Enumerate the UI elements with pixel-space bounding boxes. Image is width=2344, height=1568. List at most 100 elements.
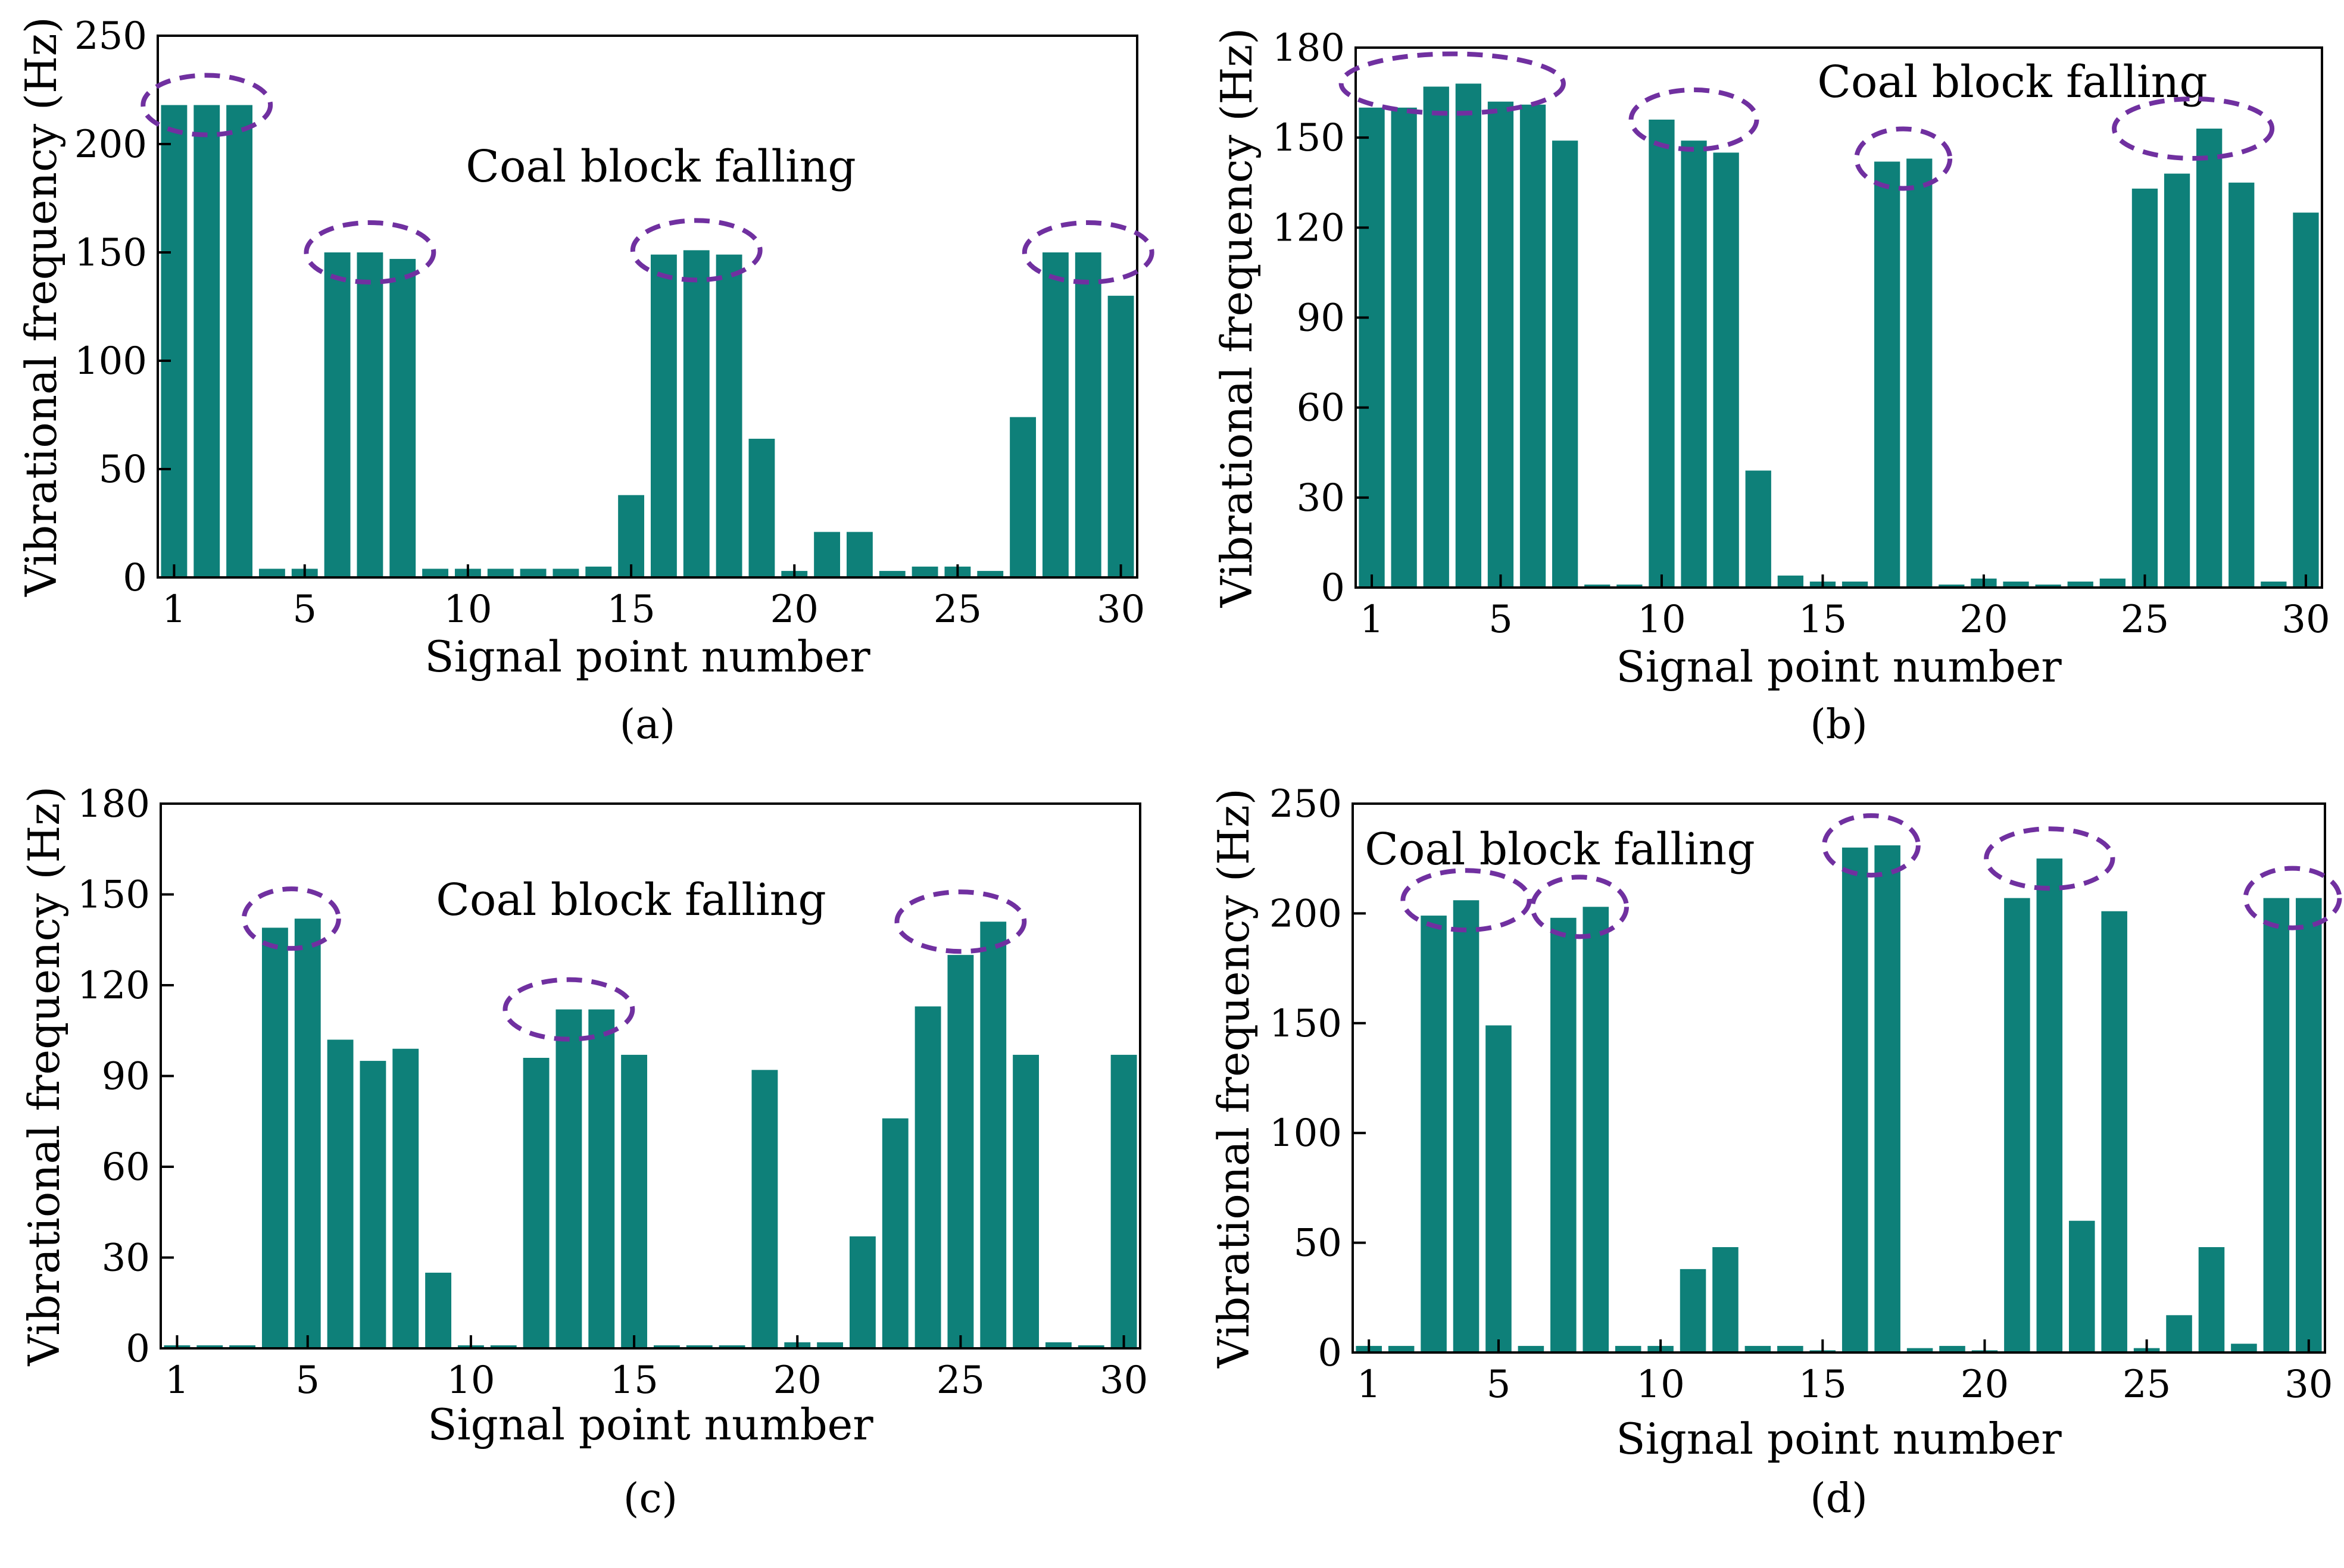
panel-a-bar-29 bbox=[1075, 252, 1101, 577]
panel-b-annotation: Coal block falling bbox=[1817, 57, 2207, 108]
panel-a-ytick-label-50: 50 bbox=[99, 448, 147, 492]
panel-d-bar-14 bbox=[1777, 1345, 1803, 1353]
panel-b-bar-30 bbox=[2293, 213, 2319, 588]
panel-c-xlabel: Signal point number bbox=[427, 1400, 873, 1450]
panel-d-ytick-label-100: 100 bbox=[1269, 1111, 1342, 1155]
panel-d-bar-28 bbox=[2231, 1344, 2257, 1353]
panel-d-bar-18 bbox=[1906, 1348, 1933, 1353]
panel-d-ytick-label-50: 50 bbox=[1294, 1222, 1342, 1266]
panel-b-bar-14 bbox=[1777, 575, 1803, 588]
panel-c-bar-7 bbox=[360, 1061, 386, 1348]
panel-a-bar-3 bbox=[226, 105, 253, 578]
panel-d-bar-5 bbox=[1485, 1025, 1512, 1353]
panel-a-bar-28 bbox=[1042, 252, 1069, 577]
panel-c-bar-22 bbox=[849, 1236, 876, 1348]
panel-d-bar-21 bbox=[2004, 898, 2030, 1353]
panel-c-bar-24 bbox=[914, 1006, 941, 1348]
panel-b-xtick-label-5: 5 bbox=[1488, 598, 1513, 642]
panel-a-bar-24 bbox=[912, 566, 938, 577]
panel-a-bar-16 bbox=[650, 254, 677, 577]
panel-a-bar-18 bbox=[716, 254, 742, 577]
panel-c-ytick-label-150: 150 bbox=[77, 873, 150, 917]
panel-c-bar-4 bbox=[261, 927, 288, 1348]
panel-d-xtick-label-25: 25 bbox=[2123, 1363, 2171, 1407]
panel-b-caption: (b) bbox=[1810, 701, 1868, 748]
panel-a-ytick-label-100: 100 bbox=[74, 339, 147, 383]
panel-b-bar-25 bbox=[2131, 188, 2158, 588]
panel-b-bar-1 bbox=[1359, 107, 1385, 588]
panel-c-ytick-label-30: 30 bbox=[102, 1236, 150, 1280]
panel-c-bar-18 bbox=[719, 1345, 745, 1348]
panel-c-ytick-label-60: 60 bbox=[102, 1145, 150, 1189]
panel-b-bar-27 bbox=[2196, 129, 2223, 588]
panel-b-bar-8 bbox=[1584, 584, 1610, 588]
panel-b-xlabel: Signal point number bbox=[1616, 642, 2062, 692]
panel-d-highlight-ellipse-2 bbox=[1530, 874, 1629, 939]
panel-c-bar-28 bbox=[1045, 1342, 1072, 1348]
panel-b-bar-5 bbox=[1487, 101, 1514, 588]
panel-d-xtick-label-15: 15 bbox=[1799, 1363, 1847, 1407]
panel-a-bar-21 bbox=[814, 532, 841, 577]
panel-d-highlight-ellipse-1 bbox=[1400, 868, 1532, 933]
panel-d-bar-17 bbox=[1874, 845, 1900, 1353]
panel-b-bar-11 bbox=[1681, 140, 1707, 588]
panel-d-ytick-label-150: 150 bbox=[1269, 1002, 1342, 1046]
panel-a-bar-8 bbox=[389, 258, 416, 577]
panel-c-bar-12 bbox=[523, 1058, 550, 1348]
panel-b-bar-3 bbox=[1423, 86, 1449, 588]
panel-c-ylabel: Vibrational frequency (Hz) bbox=[19, 786, 69, 1367]
panel-c-xtick-label-1: 1 bbox=[165, 1358, 189, 1403]
panel-b-bar-16 bbox=[1842, 581, 1868, 588]
panel-b-ylabel: Vibrational frequency (Hz) bbox=[1212, 28, 1262, 608]
panel-b-xtick-label-30: 30 bbox=[2281, 598, 2330, 642]
panel-a-bar-19 bbox=[748, 439, 775, 577]
panel-b-xtick-label-10: 10 bbox=[1637, 598, 1686, 642]
panel-c-bar-25 bbox=[947, 955, 974, 1348]
panel-c-xtick-label-10: 10 bbox=[447, 1358, 495, 1403]
panel-a-bar-6 bbox=[324, 252, 351, 577]
panel-d-xlabel: Signal point number bbox=[1616, 1414, 2062, 1464]
panel-c-bar-29 bbox=[1078, 1345, 1104, 1348]
panel-c-caption: (c) bbox=[623, 1475, 678, 1522]
panel-a-xtick-label-5: 5 bbox=[292, 588, 317, 632]
panel-c-xtick-label-15: 15 bbox=[610, 1358, 658, 1403]
panel-c-bar-16 bbox=[653, 1345, 680, 1348]
panel-b-highlight-ellipse-4 bbox=[2112, 96, 2275, 161]
panel-a-bar-30 bbox=[1107, 295, 1134, 577]
panel-d-bar-22 bbox=[2036, 858, 2063, 1353]
panel-b-xtick-label-15: 15 bbox=[1799, 598, 1847, 642]
panel-d-annotation: Coal block falling bbox=[1365, 824, 1755, 875]
panel-b-bar-22 bbox=[2035, 584, 2061, 588]
panel-a-highlight-ellipse-3 bbox=[630, 218, 763, 283]
panel-b-bar-6 bbox=[1519, 104, 1546, 588]
panel-b-bar-9 bbox=[1616, 584, 1643, 588]
panel-c-highlight-ellipse-1 bbox=[241, 886, 341, 951]
panel-c-xtick-label-5: 5 bbox=[295, 1358, 320, 1403]
panel-b-bar-13 bbox=[1745, 470, 1771, 588]
panel-c-bar-15 bbox=[621, 1054, 648, 1348]
panel-a-xtick-label-15: 15 bbox=[607, 588, 655, 632]
panel-b-bar-12 bbox=[1713, 152, 1739, 588]
panel-d-ytick-label-200: 200 bbox=[1269, 892, 1342, 936]
panel-a-bar-4 bbox=[258, 569, 285, 577]
panel-b-bar-17 bbox=[1874, 161, 1900, 588]
panel-a-bar-22 bbox=[846, 532, 873, 577]
panel-a-bar-15 bbox=[618, 495, 645, 577]
panel-c-xtick-label-25: 25 bbox=[937, 1358, 985, 1403]
panel-a-bar-17 bbox=[683, 250, 710, 577]
panel-d-bar-7 bbox=[1550, 917, 1577, 1353]
panel-b-bar-23 bbox=[2067, 581, 2093, 588]
panel-b-bar-10 bbox=[1649, 119, 1675, 588]
panel-b-bar-21 bbox=[2003, 581, 2029, 588]
panel-d-bar-9 bbox=[1615, 1345, 1641, 1353]
panel-a-bar-1 bbox=[161, 105, 188, 578]
panel-d-bar-6 bbox=[1518, 1345, 1544, 1353]
panel-c-bar-5 bbox=[294, 919, 321, 1348]
panel-b-bar-7 bbox=[1552, 140, 1578, 588]
panel-a-xlabel: Signal point number bbox=[425, 632, 870, 682]
panel-d-bar-8 bbox=[1583, 907, 1609, 1353]
panel-a-ytick-label-0: 0 bbox=[123, 556, 147, 600]
panel-c-bar-8 bbox=[392, 1048, 419, 1348]
panel-d-ytick-label-0: 0 bbox=[1318, 1331, 1342, 1375]
